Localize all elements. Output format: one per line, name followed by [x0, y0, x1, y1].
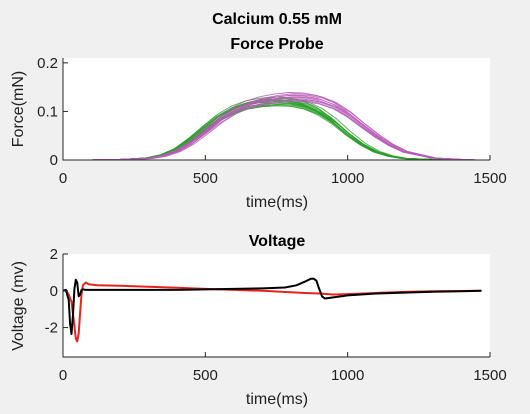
force-series-1-trace-8 [63, 93, 476, 161]
force-chart-title-line-2: Force Probe [230, 36, 323, 53]
force-y-tick-label: 0.1 [37, 103, 58, 120]
voltage-series-0-line [62, 281, 482, 343]
voltage-y-tick-label: 0 [50, 283, 58, 300]
voltage-axes: 0 500 1000 1500 -2 0 2 [45, 246, 507, 384]
voltage-plot-area [63, 254, 490, 357]
force-x-tick-label: 1500 [473, 170, 506, 187]
force-series-layer [63, 92, 476, 161]
voltage-y-tick-label: -2 [45, 320, 58, 337]
force-series-1-trace-9 [63, 92, 476, 161]
voltage-x-tick-label: 0 [59, 367, 67, 384]
force-x-axis-label: time(ms) [246, 194, 308, 211]
voltage-y-tick-label: 2 [50, 246, 58, 263]
force-axes: 0 500 1000 1500 0 0.1 0.2 [37, 55, 507, 187]
voltage-x-tick-label: 1500 [473, 367, 506, 384]
force-plot-area [63, 58, 490, 160]
force-y-axis-label: Force(mN) [10, 71, 27, 147]
voltage-chart: Voltage 0 500 1000 1500 -2 0 2 time(ms) Voltag… [10, 233, 507, 408]
voltage-series-layer [62, 277, 482, 343]
force-chart: Calcium 0.55 mM Force Probe 0 500 1000 1500… [10, 11, 507, 211]
force-x-tick-label: 1000 [331, 170, 364, 187]
voltage-x-axis-label: time(ms) [246, 391, 308, 408]
force-x-tick-label: 500 [193, 170, 218, 187]
force-x-tick-label: 0 [59, 170, 67, 187]
force-y-tick-label: 0.2 [37, 55, 58, 72]
voltage-x-tick-label: 500 [193, 367, 218, 384]
voltage-series-1-line [62, 277, 482, 335]
force-chart-title-line-1: Calcium 0.55 mM [212, 11, 342, 28]
voltage-y-axis-label: Voltage (mv) [10, 261, 27, 351]
force-y-tick-label: 0 [50, 152, 58, 169]
voltage-x-tick-label: 1000 [331, 367, 364, 384]
voltage-chart-title: Voltage [249, 233, 306, 250]
